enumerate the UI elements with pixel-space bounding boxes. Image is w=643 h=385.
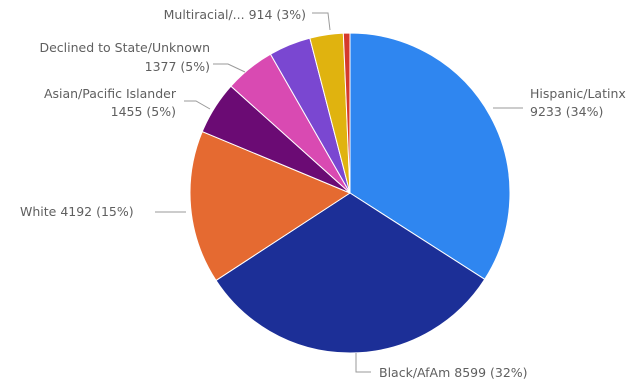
pie-slice-white xyxy=(189,130,352,282)
data-label-asian-pacific-islander-line-2: 1455 (5%) xyxy=(111,104,176,119)
labels-layer: Hispanic/Latinx 9233 (34%) Black/AfAm 8599… xyxy=(20,7,626,380)
data-label-hispanic-latinx-line-2: 9233 (34%) xyxy=(530,104,603,119)
leader-lines-layer xyxy=(155,12,523,373)
pie-slice-hispanic-latinx xyxy=(349,32,511,281)
data-label-declined-to-state-unknown-line-2: 1377 (5%) xyxy=(145,59,210,74)
data-label-multiracial: Multiracial/... 914 (3%) xyxy=(164,7,306,22)
leader-line-black-afam xyxy=(355,353,371,373)
leader-line-declined-to-state-unknown xyxy=(213,63,246,73)
data-label-asian-pacific-islander-line-1: Asian/Pacific Islander xyxy=(44,86,177,101)
pie-slice-unlabeled-7 xyxy=(342,32,351,194)
slices-layer xyxy=(189,32,511,354)
data-label-white: White 4192 (15%) xyxy=(20,204,134,219)
leader-line-asian-pacific-islander xyxy=(184,100,211,110)
pie-slice-black-afam xyxy=(215,192,486,354)
data-label-hispanic-latinx-line-1: Hispanic/Latinx xyxy=(530,86,626,101)
leader-line-multiracial xyxy=(312,12,331,31)
data-label-black-afam: Black/AfAm 8599 (32%) xyxy=(379,365,528,380)
data-label-declined-to-state-unknown-line-1: Declined to State/Unknown xyxy=(39,40,210,55)
